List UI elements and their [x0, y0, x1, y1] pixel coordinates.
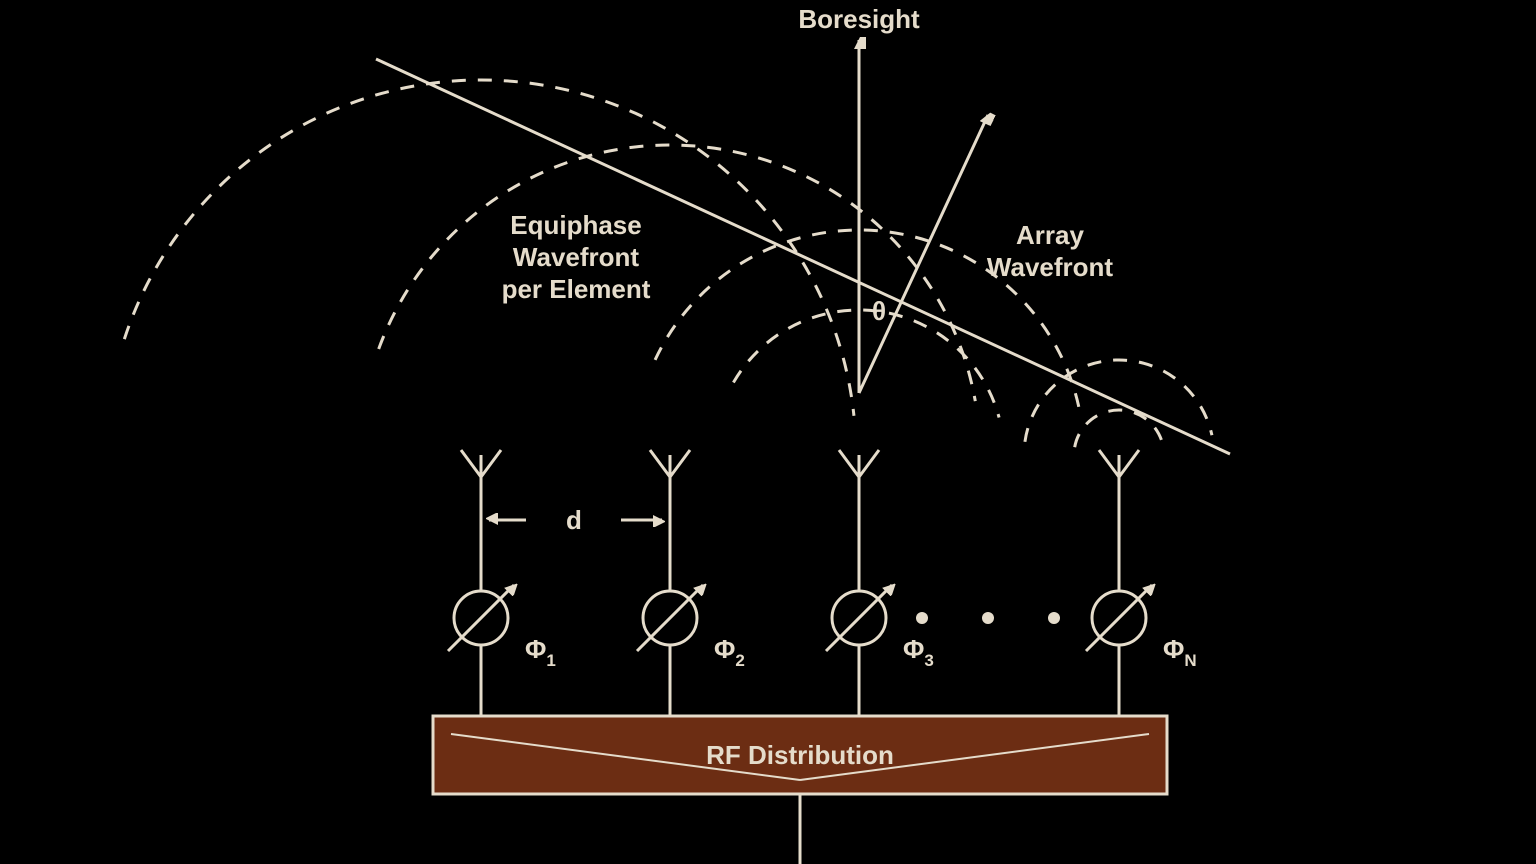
equiphase-label: EquiphaseWavefrontper Element	[502, 210, 651, 304]
equiphase-arc	[733, 310, 999, 417]
phi-label: Φ3	[903, 634, 934, 670]
antenna-element: Φ1	[448, 450, 556, 716]
phi-label: Φ1	[525, 634, 556, 670]
ellipsis-dot	[1048, 612, 1060, 624]
ellipsis-dot	[916, 612, 928, 624]
equiphase-arc	[379, 145, 976, 401]
theta-label: θ	[872, 296, 886, 326]
steered-arrow	[859, 115, 988, 393]
antenna-element: Φ3	[826, 450, 934, 716]
rf-distribution-label: RF Distribution	[706, 740, 894, 770]
d-label: d	[566, 505, 582, 535]
antenna-element: Φ2	[637, 450, 745, 716]
array-wavefront-label: ArrayWavefront	[987, 220, 1113, 282]
phi-label: Φ2	[714, 634, 745, 670]
phi-label: ΦN	[1163, 634, 1197, 670]
ellipsis-dot	[982, 612, 994, 624]
equiphase-arc	[124, 80, 854, 416]
antenna-element: ΦN	[1086, 450, 1197, 716]
boresight-label: Boresight	[798, 4, 920, 34]
